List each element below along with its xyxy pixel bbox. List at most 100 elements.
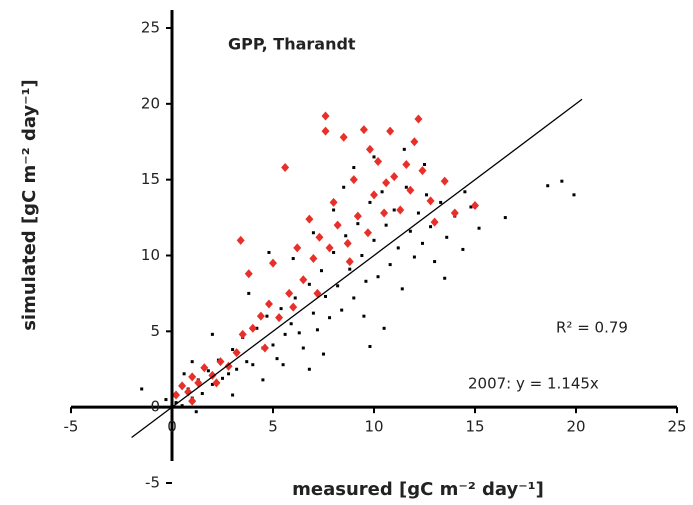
data-point bbox=[471, 200, 479, 210]
chart-title: GPP, Tharandt bbox=[228, 35, 356, 54]
data-point bbox=[190, 360, 194, 364]
data-point bbox=[180, 404, 184, 408]
data-point bbox=[440, 176, 449, 186]
data-point bbox=[392, 208, 396, 212]
y-tick-label: 15 bbox=[141, 170, 160, 188]
data-point bbox=[236, 235, 245, 245]
data-point bbox=[439, 200, 443, 204]
data-point bbox=[414, 114, 423, 124]
data-point bbox=[402, 160, 411, 169]
data-point bbox=[370, 190, 378, 200]
data-point bbox=[307, 367, 311, 371]
data-point bbox=[305, 214, 314, 224]
data-point bbox=[289, 302, 298, 312]
data-point bbox=[332, 208, 336, 212]
data-point bbox=[231, 348, 235, 352]
y-tick-label: -5 bbox=[145, 474, 160, 492]
data-point bbox=[210, 332, 214, 336]
x-axis-label: measured [gC m⁻² day⁻¹] bbox=[292, 479, 544, 500]
data-point bbox=[503, 216, 507, 220]
data-point bbox=[356, 222, 360, 226]
x-tick-label: 0 bbox=[167, 418, 177, 436]
y-axis-label: simulated [gC m⁻² day⁻¹] bbox=[19, 79, 40, 331]
data-point bbox=[227, 372, 231, 376]
data-point bbox=[235, 367, 239, 371]
data-point bbox=[244, 269, 253, 279]
data-point bbox=[416, 211, 420, 215]
data-point bbox=[572, 193, 576, 197]
data-point bbox=[368, 345, 372, 348]
data-point bbox=[560, 179, 564, 183]
x-tick-label: 5 bbox=[268, 418, 278, 436]
data-point bbox=[174, 401, 178, 405]
data-point bbox=[388, 263, 392, 267]
data-point bbox=[410, 137, 419, 147]
data-point bbox=[333, 220, 342, 230]
data-point bbox=[212, 378, 221, 388]
data-point bbox=[261, 378, 265, 382]
data-point bbox=[477, 226, 481, 230]
x-tick-label: 25 bbox=[667, 418, 686, 436]
data-point bbox=[363, 228, 372, 238]
data-point bbox=[238, 329, 247, 339]
data-point bbox=[352, 166, 356, 170]
data-point bbox=[221, 376, 224, 380]
y-tick-label: 10 bbox=[141, 246, 160, 264]
data-point bbox=[188, 372, 197, 382]
data-point bbox=[283, 332, 287, 336]
data-point bbox=[293, 296, 297, 300]
data-point bbox=[463, 190, 467, 194]
data-point bbox=[216, 357, 225, 367]
data-point bbox=[348, 267, 352, 271]
data-point bbox=[269, 258, 277, 268]
data-point bbox=[336, 284, 340, 288]
data-point bbox=[469, 205, 473, 209]
data-point bbox=[332, 250, 336, 254]
data-point bbox=[402, 147, 406, 151]
data-point bbox=[433, 260, 437, 264]
data-point bbox=[140, 387, 144, 391]
data-point bbox=[461, 247, 465, 251]
data-point bbox=[319, 269, 323, 273]
data-point bbox=[345, 257, 354, 267]
y-tick-label: 25 bbox=[141, 19, 160, 37]
y-tick-label: 0 bbox=[150, 398, 160, 416]
data-point bbox=[194, 410, 198, 414]
data-point bbox=[365, 144, 374, 154]
data-point bbox=[325, 243, 334, 253]
data-point bbox=[301, 346, 305, 350]
data-point bbox=[400, 287, 404, 291]
data-point bbox=[285, 288, 294, 298]
data-point bbox=[450, 208, 459, 218]
data-point bbox=[423, 163, 426, 166]
data-point bbox=[368, 200, 372, 204]
data-point bbox=[359, 125, 368, 135]
data-point bbox=[315, 232, 324, 242]
data-point bbox=[396, 246, 400, 250]
data-point bbox=[344, 234, 348, 238]
data-point bbox=[206, 369, 210, 373]
data-point bbox=[299, 275, 308, 285]
data-point bbox=[264, 299, 273, 309]
data-point bbox=[200, 392, 204, 396]
data-point bbox=[256, 311, 265, 321]
data-point bbox=[362, 314, 366, 318]
data-point bbox=[380, 190, 384, 194]
data-point bbox=[426, 196, 435, 206]
data-point bbox=[429, 225, 433, 229]
data-point bbox=[404, 185, 408, 189]
data-point bbox=[408, 229, 412, 233]
x-tick-label: 10 bbox=[364, 418, 383, 436]
data-point bbox=[279, 307, 283, 311]
data-point bbox=[380, 208, 389, 218]
data-point bbox=[172, 390, 181, 400]
x-tick-label: 20 bbox=[566, 418, 585, 436]
data-point bbox=[309, 254, 318, 264]
data-point bbox=[315, 328, 319, 332]
x-tick-label: 15 bbox=[465, 418, 484, 436]
data-point bbox=[406, 185, 415, 195]
data-point bbox=[281, 163, 290, 173]
data-point bbox=[425, 193, 429, 197]
